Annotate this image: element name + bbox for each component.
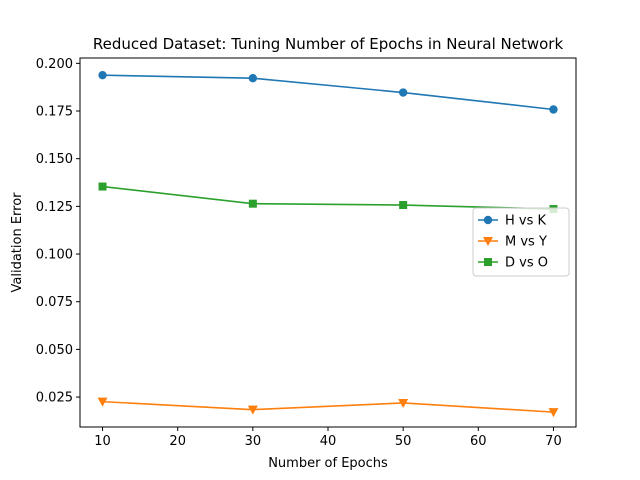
y-tick-label: 0.175: [36, 105, 73, 120]
x-tick-label: 10: [94, 434, 111, 449]
data-point: [398, 398, 409, 408]
x-tick-label: 30: [245, 434, 262, 449]
data-point: [98, 182, 107, 191]
y-tick-label: 0.125: [36, 200, 73, 215]
y-tick-label: 0.200: [36, 57, 73, 72]
data-point: [248, 74, 258, 83]
legend-marker: [483, 215, 493, 225]
y-tick-label: 0.150: [36, 152, 73, 167]
legend-item: D vs O: [478, 256, 548, 271]
y-tick-label: 0.025: [36, 391, 73, 406]
x-tick-label: 60: [470, 434, 487, 449]
y-tick-label: 0.075: [36, 295, 73, 310]
legend-label: M vs Y: [505, 235, 547, 250]
data-point: [399, 201, 408, 210]
x-tick-label: 20: [169, 434, 186, 449]
series-h-vs-k: [98, 70, 558, 114]
data-point: [247, 405, 258, 415]
data-point: [549, 105, 558, 114]
x-tick-label: 40: [320, 434, 337, 449]
y-tick-label: 0.100: [36, 248, 73, 263]
x-axis-ticks: 10 20 30 40 50 60 70: [94, 427, 562, 449]
legend-label: D vs O: [505, 256, 548, 271]
legend-item: M vs Y: [478, 235, 547, 250]
series-line: [102, 74, 554, 111]
x-tick-label: 70: [545, 434, 562, 449]
x-tick-label: 50: [395, 434, 412, 449]
legend-item: H vs K: [478, 214, 547, 229]
data-point: [98, 70, 107, 80]
series-line: [102, 400, 554, 413]
y-tick-label: 0.050: [36, 343, 73, 358]
series-line: [102, 185, 554, 210]
y-axis-ticks: 0.025 0.050 0.075 0.100 0.125 0.150 0.175 0.200: [36, 57, 80, 406]
data-point: [97, 397, 108, 407]
legend: H vs K M vs Y D vs O: [472, 207, 570, 277]
x-axis-label: Number of Epochs: [268, 456, 388, 471]
data-point: [548, 408, 559, 418]
legend-box: [472, 207, 570, 277]
legend-marker: [483, 237, 493, 246]
legend-label: H vs K: [505, 214, 547, 229]
chart-title: Reduced Dataset: Tuning Number of Epochs…: [93, 35, 564, 53]
data-point: [398, 88, 408, 97]
plot-area: 10 20 30 40 50 60 70 0.025 0.050 0.075 0.100 0.125…: [36, 57, 577, 449]
series-m-vs-y: [97, 397, 559, 418]
legend-marker: [484, 258, 492, 266]
y-axis-label: Validation Error: [10, 192, 25, 293]
data-point: [248, 199, 257, 208]
